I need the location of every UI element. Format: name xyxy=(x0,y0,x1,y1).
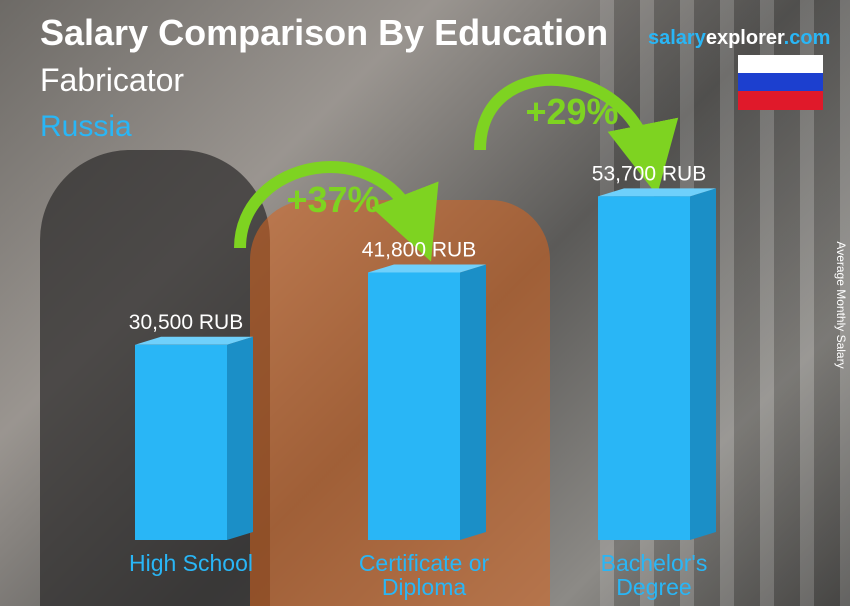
bar xyxy=(598,196,690,540)
y-axis-label: Average Monthly Salary xyxy=(834,241,848,369)
chart-title: Salary Comparison By Education xyxy=(40,12,609,53)
x-tick-label: High School xyxy=(128,550,254,576)
brand-part: salary xyxy=(648,27,706,49)
bar xyxy=(135,344,227,540)
arrow xyxy=(474,73,679,196)
percent-change: +29% xyxy=(525,91,618,132)
brand-part: explorer xyxy=(705,27,784,49)
bar xyxy=(368,272,460,540)
value-label: 41,800 RUB xyxy=(362,238,476,261)
x-tick-label: Bachelor's Degree xyxy=(600,550,708,600)
bar-side xyxy=(460,264,486,540)
x-tick-label: Certificate or Diploma xyxy=(358,550,490,600)
bar-top xyxy=(598,188,716,197)
subtitle: Fabricator xyxy=(40,62,185,98)
bar-side xyxy=(227,336,253,540)
flag xyxy=(738,55,823,110)
bar-side xyxy=(690,188,716,540)
country: Russia xyxy=(40,110,132,143)
value-label: 30,500 RUB xyxy=(129,311,243,334)
bar-top xyxy=(368,264,486,273)
arrow xyxy=(234,161,439,262)
percent-change: +37% xyxy=(286,179,379,220)
brand: salaryexplorer.com xyxy=(648,27,830,50)
value-label: 53,700 RUB xyxy=(592,162,706,185)
brand-part: .com xyxy=(783,27,831,49)
bar-top xyxy=(135,336,253,345)
